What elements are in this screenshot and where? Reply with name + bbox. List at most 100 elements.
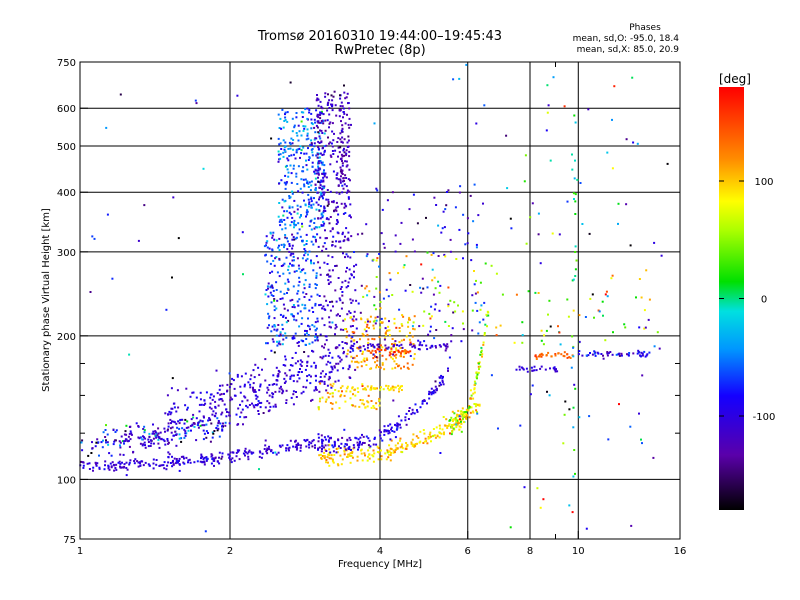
data-point — [247, 458, 250, 461]
data-point — [537, 355, 540, 358]
data-point — [313, 138, 316, 141]
data-point — [221, 399, 224, 402]
data-point — [170, 431, 173, 434]
data-point — [323, 207, 326, 210]
data-point — [157, 432, 160, 435]
data-point — [457, 304, 459, 307]
data-point — [320, 180, 323, 183]
data-point — [209, 396, 212, 399]
data-point — [120, 435, 123, 438]
data-point — [626, 353, 628, 356]
data-point — [535, 356, 538, 359]
data-point — [316, 320, 319, 323]
data-point — [308, 224, 311, 227]
data-point — [205, 459, 208, 462]
data-point — [325, 450, 328, 452]
data-point — [384, 337, 387, 340]
data-point — [335, 174, 338, 176]
data-point — [278, 244, 280, 247]
data-point — [337, 447, 340, 450]
data-point — [311, 324, 314, 327]
data-point — [311, 151, 314, 154]
data-point — [311, 154, 314, 157]
data-point — [291, 233, 294, 236]
data-point — [386, 347, 389, 350]
data-point — [539, 506, 542, 509]
data-point — [362, 388, 365, 391]
data-point — [211, 431, 214, 434]
data-point — [273, 305, 276, 308]
data-point — [315, 109, 318, 112]
data-point — [319, 129, 321, 132]
data-point — [237, 407, 240, 410]
data-point — [264, 293, 267, 296]
data-point — [272, 295, 275, 297]
data-point — [271, 325, 274, 328]
data-point — [216, 460, 219, 463]
data-point — [588, 415, 591, 418]
data-point — [114, 439, 117, 442]
data-point — [337, 155, 339, 158]
data-point — [353, 265, 355, 268]
data-point — [307, 198, 310, 201]
data-point — [472, 397, 475, 400]
data-point — [340, 202, 343, 205]
data-point — [310, 184, 313, 187]
data-point — [284, 332, 287, 335]
data-point — [413, 328, 416, 331]
data-point — [317, 162, 320, 165]
data-point — [449, 432, 451, 435]
data-point — [441, 381, 444, 384]
data-point — [364, 406, 367, 409]
data-point — [290, 374, 293, 377]
data-point — [124, 430, 127, 433]
data-point — [318, 198, 320, 201]
data-point — [369, 445, 372, 448]
data-point — [474, 292, 477, 295]
data-point — [433, 276, 436, 279]
data-point — [321, 396, 324, 399]
data-point — [358, 444, 361, 446]
data-point — [617, 353, 620, 356]
data-point — [143, 436, 145, 439]
data-point — [304, 440, 307, 443]
data-point — [447, 369, 449, 372]
data-point — [351, 318, 354, 321]
data-point — [319, 380, 322, 383]
data-point — [531, 369, 534, 372]
data-point — [301, 340, 304, 343]
data-point — [258, 450, 261, 453]
data-point — [220, 457, 223, 460]
data-point — [279, 445, 282, 448]
data-point — [330, 457, 333, 460]
data-point — [363, 328, 366, 331]
data-point — [229, 399, 232, 402]
data-point — [323, 172, 326, 175]
data-point — [518, 365, 521, 368]
data-point — [443, 253, 446, 256]
data-point — [296, 212, 299, 215]
data-point — [281, 323, 284, 326]
data-point — [183, 422, 186, 425]
data-point — [123, 442, 125, 445]
data-point — [438, 309, 441, 312]
data-point — [360, 448, 363, 451]
data-point — [323, 164, 326, 167]
data-point — [291, 364, 294, 367]
data-point — [310, 118, 313, 121]
data-point — [285, 336, 288, 339]
data-point — [375, 408, 378, 411]
data-point — [284, 372, 287, 375]
data-point — [369, 343, 372, 346]
data-point — [329, 216, 332, 218]
data-point — [388, 320, 390, 323]
data-point — [366, 349, 369, 352]
data-point — [349, 350, 352, 353]
data-point — [304, 272, 307, 275]
data-point — [588, 232, 591, 235]
data-point — [275, 453, 278, 456]
data-point — [147, 441, 150, 443]
data-point — [361, 402, 364, 405]
data-point — [400, 445, 403, 448]
data-point — [429, 391, 432, 394]
